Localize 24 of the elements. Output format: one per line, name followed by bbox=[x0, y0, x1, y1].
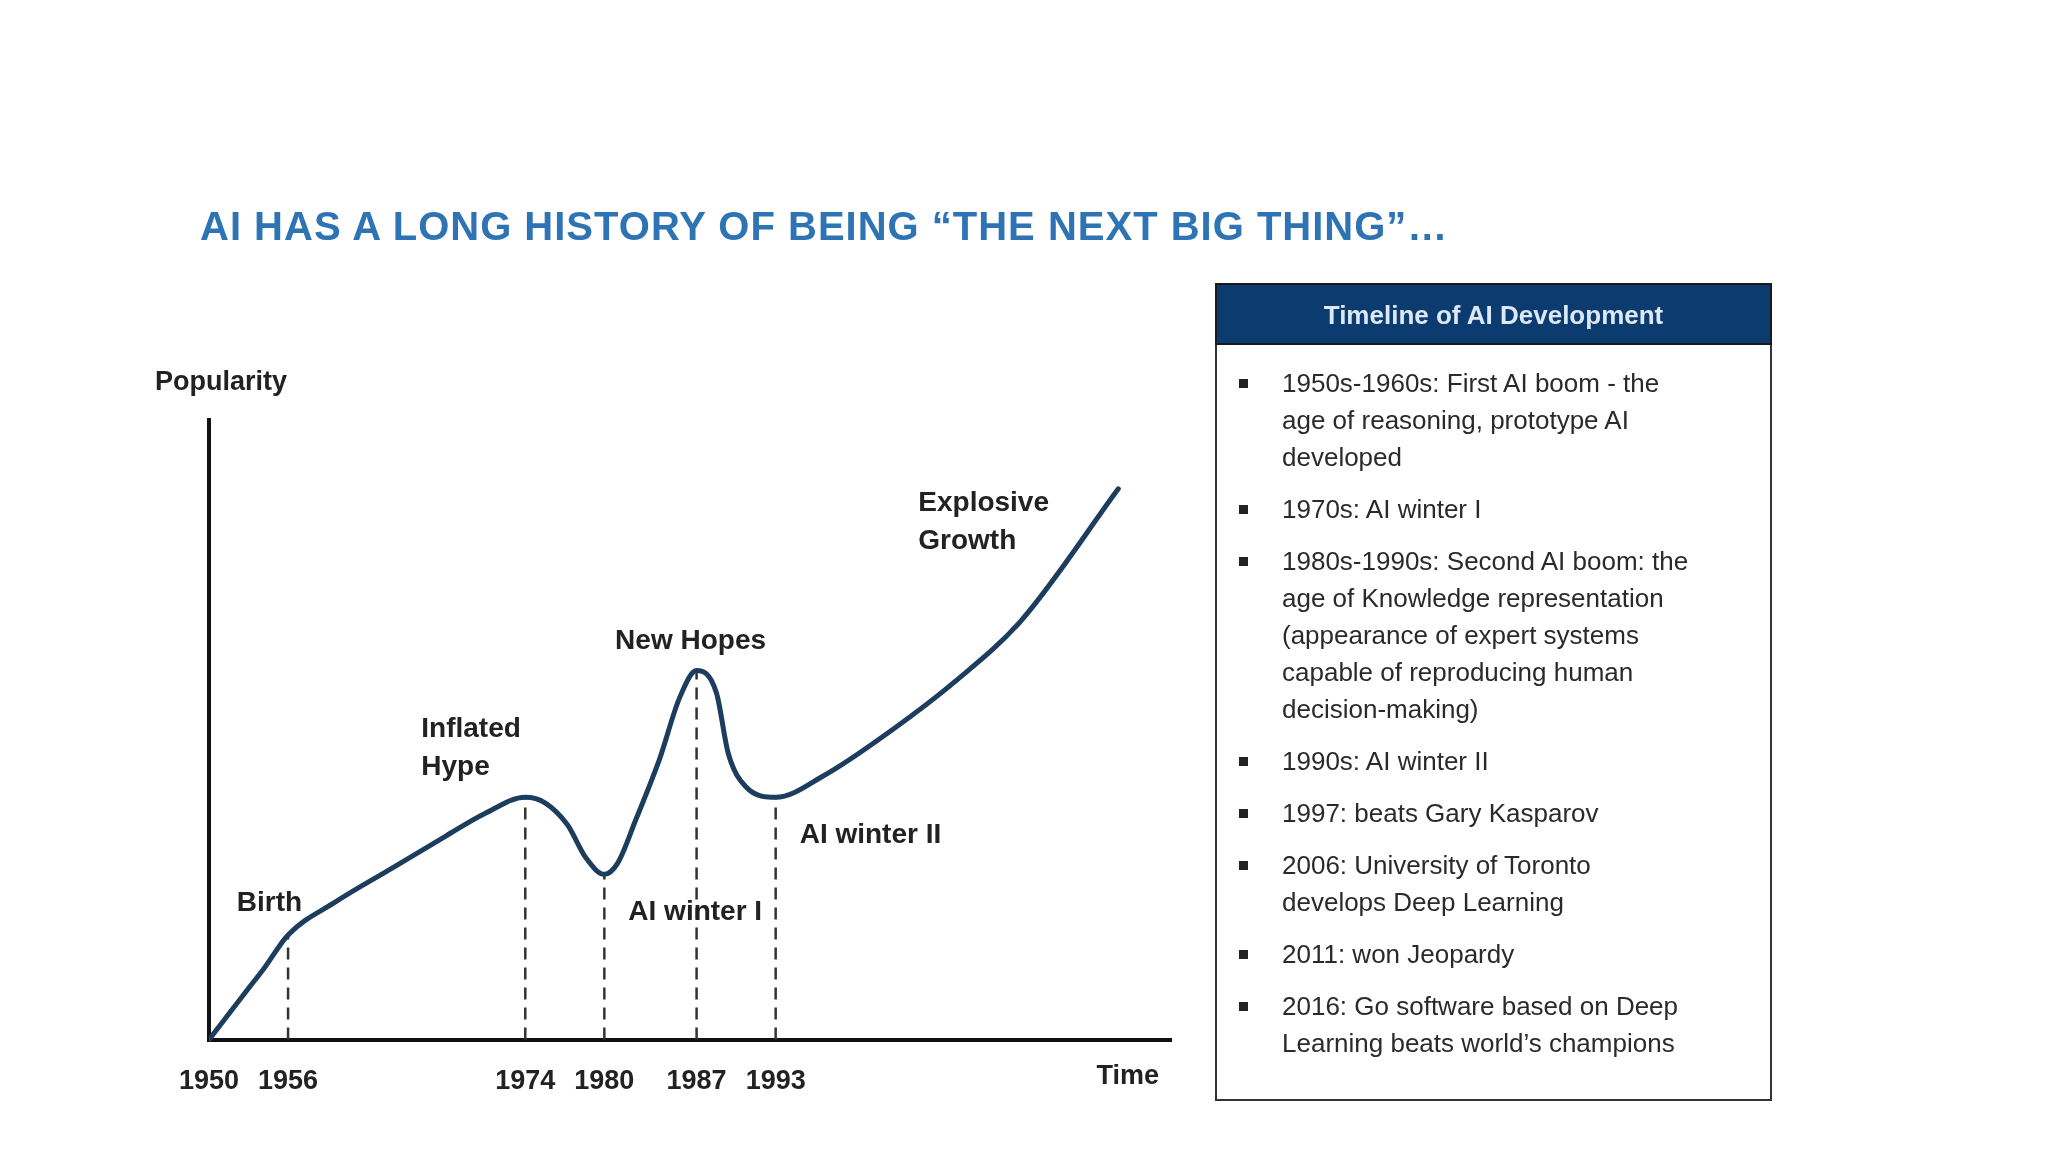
chart-title: AI HAS A LONG HISTORY OF BEING “THE NEXT BIG THING”… bbox=[200, 204, 1449, 249]
y-axis-title: Popularity bbox=[155, 366, 288, 396]
annotation: Birth bbox=[236, 885, 303, 917]
x-tick-label: 1993 bbox=[745, 1065, 806, 1096]
x-tick-label: 1956 bbox=[258, 1065, 319, 1096]
x-axis-title: Time bbox=[1096, 1059, 1159, 1090]
x-tick-label: 1980 bbox=[574, 1065, 635, 1096]
text: 1950s-1960s: First AI boom - the age of reasoning, prototype AI developed bbox=[1281, 367, 1661, 474]
text: 2006: University of Toronto develops Deep Learning bbox=[1281, 849, 1592, 919]
text: 1990s: AI winter II bbox=[1281, 745, 1490, 778]
text: 1997: beats Gary Kasparov bbox=[1281, 797, 1600, 830]
text: 2016: Go software based on Deep Learning beats world’s champions bbox=[1281, 990, 1680, 1060]
x-tick-label: 1987 bbox=[666, 1065, 727, 1096]
annotation: AI winter II bbox=[799, 818, 942, 850]
x-tick-label: 1950 bbox=[178, 1065, 240, 1096]
annotation: New Hopes bbox=[615, 623, 767, 655]
text: Timeline of AI Development bbox=[1215, 283, 1772, 345]
text: 1970s: AI winter I bbox=[1281, 493, 1483, 526]
annotation: Explosive Growth bbox=[918, 485, 1050, 555]
text: 2011: won Jeopardy bbox=[1281, 938, 1516, 971]
annotation: AI winter I bbox=[628, 895, 763, 927]
text: 1980s-1990s: Second AI boom: the age of Knowledge representation (appearance of expert systems capable of reproducing human decision-making) bbox=[1281, 545, 1690, 726]
x-tick-label: 1974 bbox=[495, 1065, 556, 1096]
annotation: Inflated Hype bbox=[421, 712, 521, 782]
